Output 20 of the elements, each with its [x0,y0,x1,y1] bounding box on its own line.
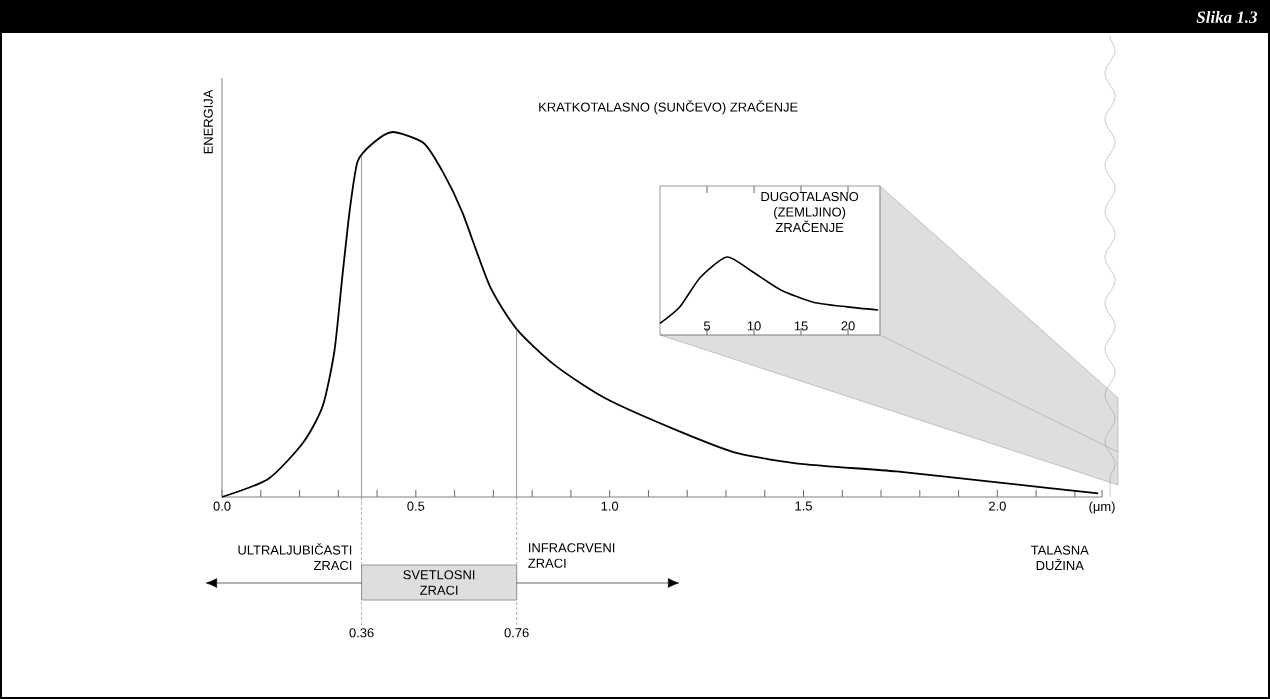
text: INFRACRVENI ZRACI [528,543,615,568]
text: ULTRALJUBIČASTI ZRACI [238,543,352,571]
ref-line-label: 0.76 [504,628,529,638]
text: SVETLOSNI ZRACI [403,570,475,595]
x-tick-label: 15 [794,321,808,331]
x-tick-label: 5 [703,321,711,331]
chart-title: DUGOTALASNO (ZEMLJINO) ZRAČENJE [761,191,859,233]
x-tick-label: 10 [747,321,761,331]
x-tick-label: 1.0 [601,501,619,511]
x-tick-label: 2.0 [989,501,1006,511]
x-tick-label: 0.0 [213,501,231,511]
y-axis-title: ENERGIJA [203,89,213,154]
text: Slika 1.3 [1196,11,1258,23]
x-tick-label: (μm) [1089,501,1115,514]
x-tick-label: 0.5 [407,501,425,511]
x-axis-title: TALASNA DUŽINA [1031,545,1089,571]
chart-title: KRATKOTALASNO (SUNČEVO) ZRAČENJE [539,100,798,115]
x-tick-label: 1.5 [795,501,812,511]
ref-line-label: 0.36 [349,628,374,638]
x-tick-label: 20 [841,321,855,331]
